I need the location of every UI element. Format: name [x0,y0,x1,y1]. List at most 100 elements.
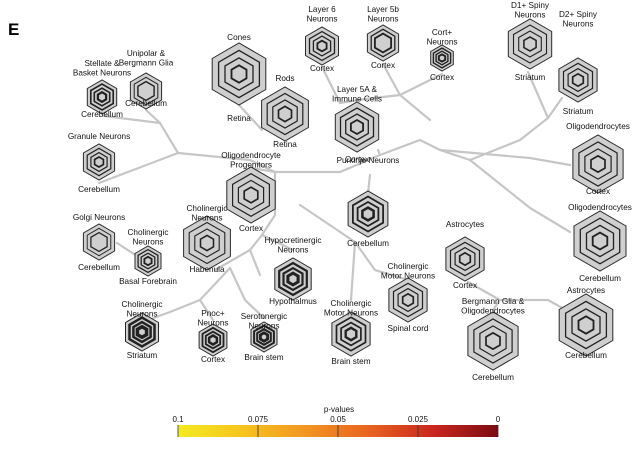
cell-type-node: Purkinje Neurons Cerebellum [337,156,400,248]
node-hexagon-ring [335,316,367,352]
node-hexagon-ring [256,328,272,346]
node-hexagon-ring [217,49,261,99]
node-hexagon-ring [591,231,609,251]
node-cell-type-label: Cones [227,33,251,42]
tree-edge [376,148,382,157]
node-hexagon-ring [128,316,156,348]
node-cell-type-label: Stellate & Basket Neurons [73,59,131,78]
node-cell-type-label: Oligodendrocytes [568,203,632,212]
legend-title: p-values [324,405,354,414]
tree-edge [248,248,262,277]
node-region-label: Cerebellum [565,351,607,360]
cell-type-node: Pnoc+ Neurons Cortex [198,309,229,364]
tree-edge [228,266,266,320]
cell-type-node: Cones Retina [211,33,267,123]
node-region-label: Cerebellum [78,185,120,194]
node-region-label: Cerebellum [347,239,389,248]
tree-edge [273,138,472,174]
node-hexagon-ring [199,234,215,252]
node-hexagon-ring [518,30,542,58]
cell-type-node: Astrocytes Cerebellum [558,286,614,360]
node-cell-type-label: Layer 5b Neurons [367,5,399,24]
node-hexagon-ring [437,53,447,63]
node-hexagon-ring [373,32,393,54]
node-cell-type-label: D2+ Spiny Neurons [559,10,598,29]
node-hexagon-ring [512,24,548,64]
node-hexagon-ring [361,206,375,222]
node-hexagon [261,86,309,142]
node-hexagon-ring [143,255,153,267]
node-region-label: Cerebellum [81,110,123,119]
cell-type-node: Cholinergic Motor Neurons Spinal cord [381,262,435,333]
cell-type-node: Golgi Neurons Cerebellum [73,213,125,272]
node-hexagon-ring [207,334,219,346]
node-hexagon-ring [137,248,159,274]
node-hexagon-ring [590,154,606,174]
node-region-label: Cortex [345,155,369,164]
tree-edge [468,158,572,234]
node-cell-type-label: Cholinergic Neurons [187,204,228,223]
node-hexagon-ring [562,62,594,98]
node-hexagon [211,42,267,106]
node-hexagon-ring [188,221,226,265]
node-hexagon-ring [96,90,108,104]
node-hexagon [347,190,389,238]
node-hexagon-ring [485,331,501,351]
cell-type-node: Hypocretinergic Neurons Hypothalmus [265,236,322,306]
node-hexagon-ring [356,200,380,228]
node-hexagon-ring [312,35,332,57]
legend-tick-label: 0.025 [408,415,429,424]
node-hexagon-ring [577,315,595,335]
node-hexagon-ring [90,231,108,253]
cell-type-node: Oligodendrocytes Cerebellum [568,203,632,283]
node-hexagon-ring [449,241,481,277]
node-hexagon-ring [392,282,424,318]
cell-type-node: Granule Neurons Cerebellum [68,132,130,194]
cell-type-node: Cholinergic Neurons Habenula [183,204,231,274]
legend-tick-label: 0 [496,415,501,424]
cell-type-node: Stellate & Basket Neurons Cerebellum [73,59,131,119]
node-region-label: Brain stem [244,353,283,362]
node-region-label: Cerebellum [78,263,120,272]
tree-edge [320,65,444,105]
tree-edge [366,173,372,195]
node-hexagon-ring [277,105,293,123]
cell-type-node: Cholinergic Neurons Basal Forebrain [119,228,177,286]
tree-edges [97,62,572,322]
cell-type-node: Bergmann Glia & Oligodendrocytes Cerebellu… [461,297,525,382]
cell-type-node: D1+ Spiny Neurons Striatum [507,1,553,82]
p-value-legend: p-values 0.1 0.075 0.05 0.025 0 [172,405,501,437]
cell-type-node: Cholinergic Motor Neurons Brain stem [324,299,378,366]
node-hexagon [388,277,428,323]
node-hexagon [558,57,598,103]
node-hexagon-ring [308,30,336,62]
node-hexagon-ring [132,320,152,344]
node-cell-type-label: Unipolar & Bergmann Glia [119,49,174,68]
node-hexagon-ring [345,113,369,141]
node-hexagon [226,166,276,224]
node-hexagon [507,18,553,70]
node-hexagon-ring [567,67,589,93]
node-hexagon-ring [86,147,112,177]
node-hexagon [134,245,162,277]
node-region-label: Striatum [127,351,158,360]
node-hexagon-ring [584,148,612,180]
node-hexagon-ring [243,186,259,204]
node-region-label: Hypothalmus [269,297,317,306]
node-cell-type-label: Bergmann Glia & Oligodendrocytes [461,297,525,316]
tree-edge [526,70,550,120]
node-hexagon-ring [579,217,621,265]
node-region-label: Cerebellum [579,274,621,283]
legend-tick-label: 0.1 [172,415,184,424]
node-region-label: Cortex [201,355,225,364]
cell-type-node: Oligodendrocyte Progenitors Cortex [221,151,281,233]
node-cell-type-label: Astrocytes [446,220,484,229]
node-hexagon-ring [137,80,155,102]
node-cell-type-label: Golgi Neurons [73,213,125,222]
node-hexagon-ring [473,318,513,364]
node-cell-type-label: Serotonergic Neurons [241,312,287,331]
node-hexagon-ring [194,228,220,258]
tree-edge [146,266,232,322]
node-hexagon-ring [237,179,265,211]
